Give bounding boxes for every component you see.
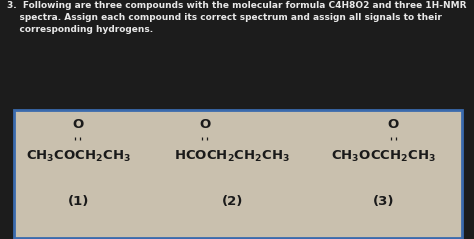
Text: O: O (73, 118, 84, 131)
Text: O: O (199, 118, 210, 131)
Text: (1): (1) (67, 196, 89, 208)
Text: 3.  Following are three compounds with the molecular formula C4H8O2 and three 1H: 3. Following are three compounds with th… (7, 1, 466, 34)
Text: $\mathregular{CH_3OCCH_2CH_3}$: $\mathregular{CH_3OCCH_2CH_3}$ (331, 149, 437, 164)
Text: (3): (3) (373, 196, 395, 208)
Text: $\mathregular{CH_3COCH_2CH_3}$: $\mathregular{CH_3COCH_2CH_3}$ (26, 149, 131, 164)
Text: O: O (388, 118, 399, 131)
Text: (2): (2) (221, 196, 243, 208)
FancyBboxPatch shape (14, 110, 462, 238)
Text: $\mathregular{HCOCH_2CH_2CH_3}$: $\mathregular{HCOCH_2CH_2CH_3}$ (174, 149, 290, 164)
